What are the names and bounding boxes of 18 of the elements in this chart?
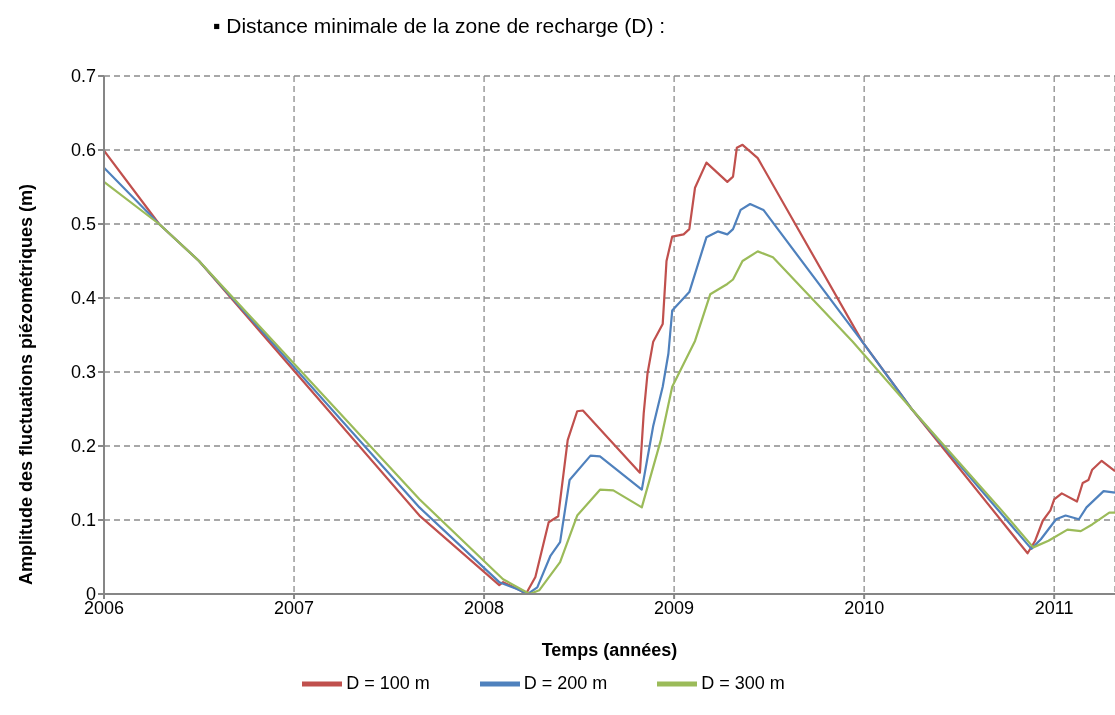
x-tick-label: 2007 <box>274 597 315 618</box>
y-tick-label: 0.6 <box>70 140 96 161</box>
legend-label: D = 100 m <box>346 672 430 693</box>
y-tick-label: 0.4 <box>70 288 96 309</box>
y-tick-label: 0.1 <box>70 510 96 531</box>
y-tick-label: 0.7 <box>70 66 96 87</box>
y-tick-label: 0.5 <box>70 214 96 235</box>
legend-label: D = 300 m <box>701 672 785 693</box>
x-tick-label: 2011 <box>1034 597 1074 618</box>
chart-title: ▪ Distance minimale de la zone de recharge (D) : <box>212 13 667 39</box>
y-tick-label: 0.3 <box>70 362 96 383</box>
y-axis-title: Amplitude des fluctuations piézométriques (m) <box>16 183 37 585</box>
x-tick-label: 2009 <box>654 597 695 618</box>
y-tick-label: 0.2 <box>70 436 96 457</box>
legend-label: D = 200 m <box>523 672 608 693</box>
x-tick-label: 2010 <box>844 597 885 618</box>
x-axis-title: Temps (années) <box>541 640 678 660</box>
x-tick-label: 2008 <box>464 597 505 618</box>
